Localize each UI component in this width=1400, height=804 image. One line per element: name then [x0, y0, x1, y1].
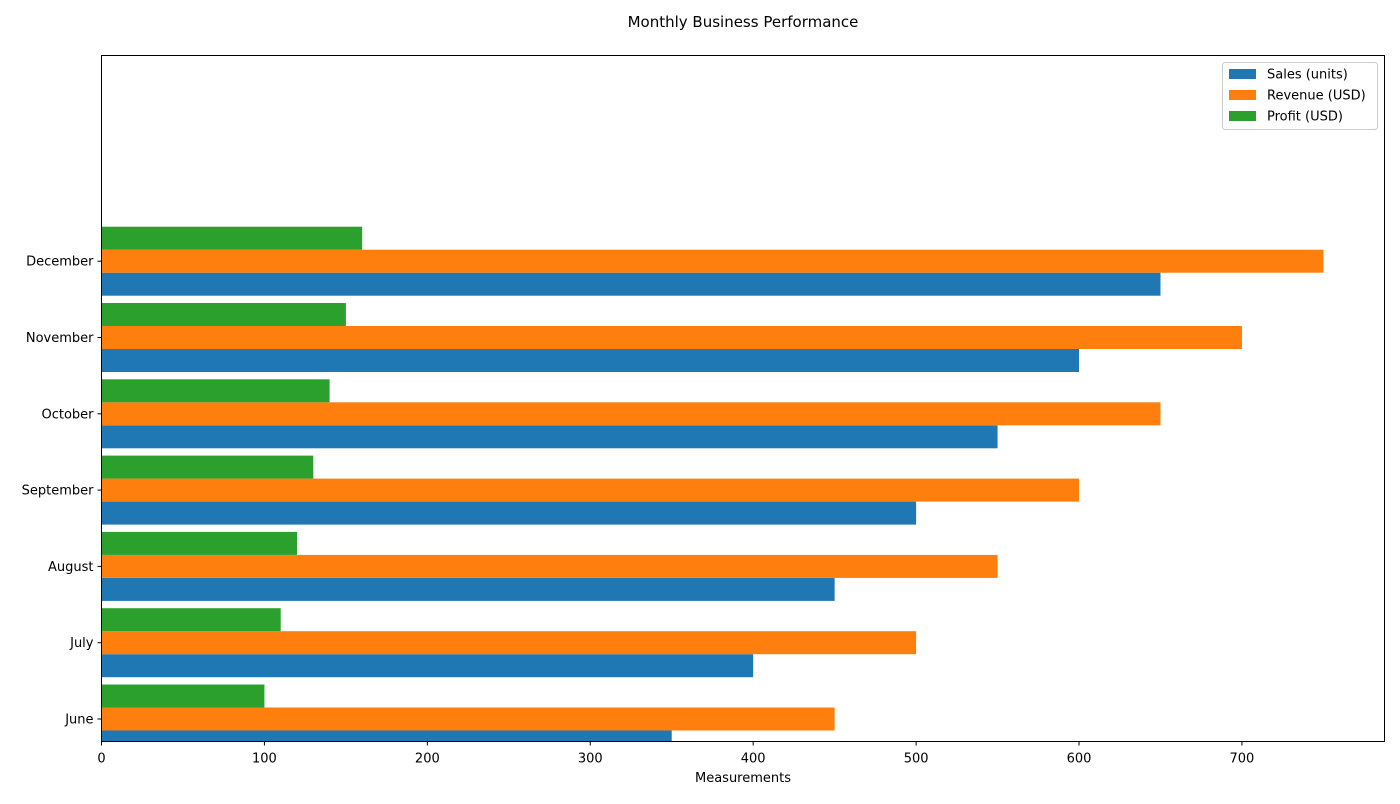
bar-profit-usd-november — [101, 303, 346, 326]
x-tick-label: 300 — [578, 752, 603, 767]
x-tick-label: 100 — [252, 752, 277, 767]
bar-sales-units-june — [101, 730, 672, 742]
bars-layer — [101, 226, 1324, 742]
legend-swatch — [1229, 69, 1256, 79]
y-tick-label: December — [26, 255, 94, 270]
bar-revenue-usd-october — [101, 402, 1161, 426]
legend-swatch — [1229, 111, 1256, 121]
bar-profit-usd-september — [101, 455, 314, 479]
bar-revenue-usd-july — [101, 631, 917, 655]
y-tick-label: June — [64, 713, 93, 728]
bar-profit-usd-october — [101, 379, 330, 403]
bar-sales-units-september — [101, 501, 917, 525]
bar-profit-usd-june — [101, 684, 265, 708]
legend-label: Revenue (USD) — [1267, 89, 1366, 104]
legend: Sales (units) Revenue (USD) Profit (USD) — [1222, 62, 1378, 130]
bar-profit-usd-december — [101, 226, 363, 250]
x-axis: 0 100 200 300 400 500 600 700 — [97, 741, 1255, 767]
bar-revenue-usd-september — [101, 478, 1080, 502]
y-axis: June July August September October November De… — [22, 255, 102, 728]
bar-revenue-usd-december — [101, 249, 1324, 273]
x-tick-label: 400 — [741, 752, 766, 767]
bar-profit-usd-august — [101, 531, 298, 555]
bar-revenue-usd-june — [101, 707, 835, 731]
y-tick-label: November — [26, 331, 94, 346]
legend-swatch — [1229, 90, 1256, 100]
chart-title: Monthly Business Performance — [628, 13, 859, 31]
bar-sales-units-october — [101, 425, 998, 449]
bar-revenue-usd-november — [101, 326, 1242, 349]
x-axis-label: Measurements — [695, 771, 791, 786]
x-tick-label: 500 — [904, 752, 929, 767]
y-tick-label: October — [41, 407, 94, 422]
y-tick-label: August — [48, 560, 94, 575]
legend-items: Sales (units) Revenue (USD) Profit (USD) — [1229, 68, 1366, 125]
bar-sales-units-july — [101, 654, 754, 678]
bar-sales-units-november — [101, 349, 1080, 372]
legend-label: Sales (units) — [1267, 68, 1348, 83]
bar-profit-usd-july — [101, 608, 281, 632]
x-tick-label: 700 — [1230, 752, 1255, 767]
plot-frame — [101, 55, 1385, 742]
x-tick-label: 600 — [1067, 752, 1092, 767]
legend-box — [1222, 62, 1378, 130]
x-tick-label: 200 — [415, 752, 440, 767]
legend-label: Profit (USD) — [1267, 110, 1343, 125]
bar-revenue-usd-august — [101, 554, 998, 578]
y-tick-label: September — [22, 484, 95, 499]
x-tick-label: 0 — [97, 752, 105, 767]
y-tick-label: July — [69, 636, 94, 651]
bar-sales-units-august — [101, 577, 835, 601]
bar-sales-units-december — [101, 272, 1161, 296]
